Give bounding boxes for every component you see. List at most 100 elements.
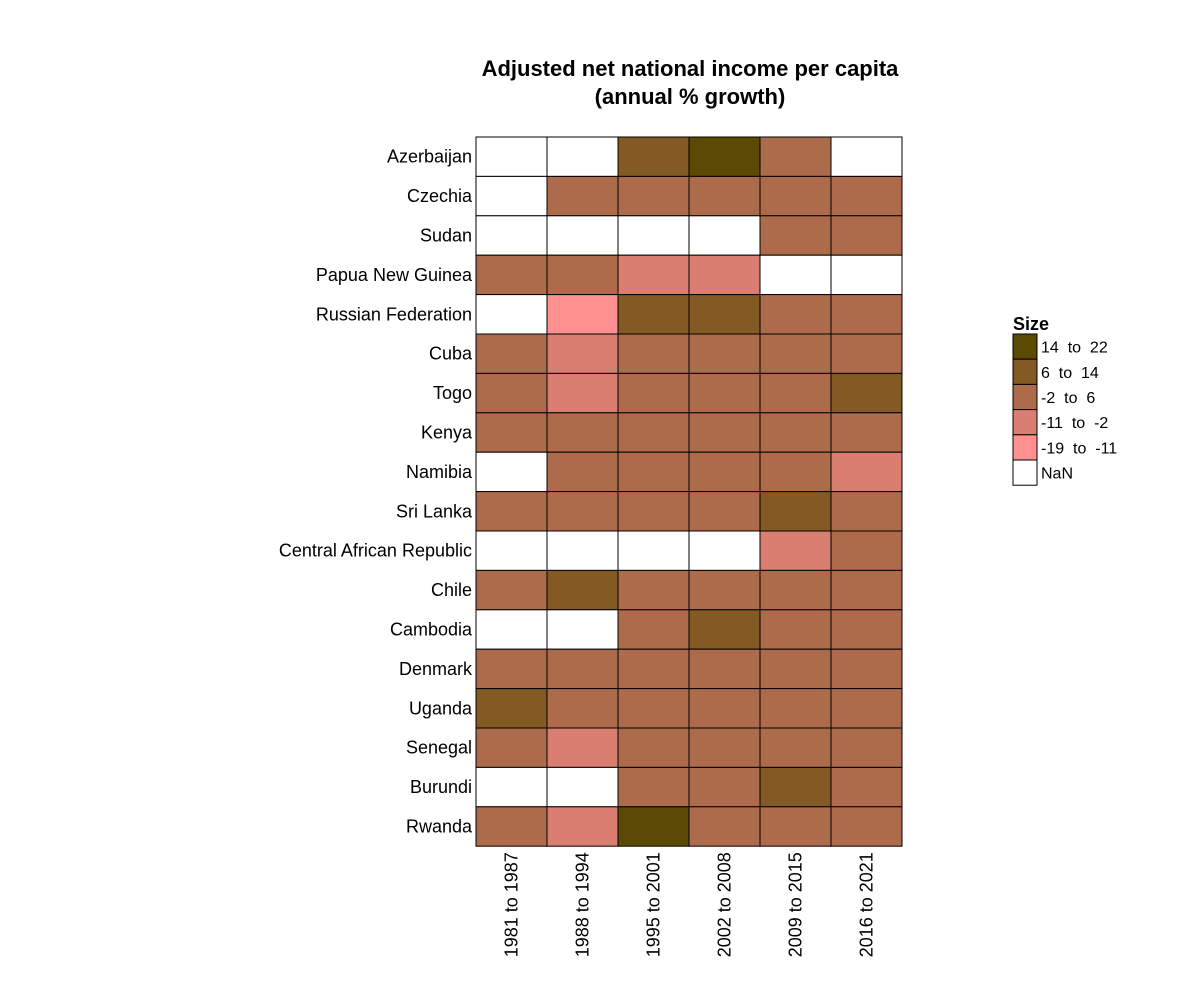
heatmap-cell	[546, 294, 619, 335]
heatmap-cell	[830, 136, 903, 177]
column-labels: 1981 to 1987 1988 to 1994 1995 to 2001 2002…	[502, 852, 877, 957]
legend-label: 14 to 22	[1041, 340, 1108, 357]
heatmap-cell	[475, 215, 548, 256]
heatmap-cell	[830, 569, 903, 611]
heatmap-cell	[830, 333, 903, 374]
row-label: Rwanda	[406, 817, 473, 837]
heatmap-cell	[759, 766, 832, 808]
column-label: 2002 to 2008	[715, 852, 735, 957]
row-label: Denmark	[399, 659, 473, 679]
heatmap-cell	[759, 412, 832, 453]
heatmap-cell	[759, 727, 832, 768]
heatmap-cell	[475, 648, 548, 690]
heatmap-cell	[688, 491, 761, 532]
legend-label: NaN	[1041, 466, 1073, 483]
heatmap-cell	[830, 806, 903, 847]
heatmap-cell	[830, 491, 903, 532]
heatmap-cell	[546, 175, 619, 217]
row-label: Burundi	[410, 777, 472, 797]
heatmap-cell	[688, 688, 761, 729]
heatmap-cell	[759, 372, 832, 414]
column-label: 1988 to 1994	[573, 852, 593, 957]
heatmap-cell	[546, 412, 619, 453]
heatmap-cell	[475, 727, 548, 768]
heatmap-cell	[830, 727, 903, 768]
legend: Size 14 to 22 6 to 14 -2 to 6 -11 to -2 -19 …	[1012, 314, 1117, 486]
heatmap-cell	[475, 530, 548, 571]
row-label: Namibia	[406, 462, 473, 482]
heatmap-cell	[688, 806, 761, 847]
heatmap-cell	[475, 372, 548, 414]
heatmap-cell	[830, 254, 903, 296]
legend-swatch	[1012, 333, 1038, 360]
heatmap-cell	[759, 806, 832, 847]
chart-title-line-1: Adjusted net national income per capita	[482, 56, 900, 81]
heatmap-cell	[617, 333, 690, 374]
row-label: Chile	[431, 580, 472, 600]
heatmap-cell	[546, 254, 619, 296]
heatmap-cell	[546, 569, 619, 611]
column-label: 1981 to 1987	[502, 852, 522, 957]
heatmap-cell	[475, 451, 548, 493]
heatmap-cell	[475, 491, 548, 532]
legend-swatch	[1012, 358, 1038, 385]
heatmap-cell	[617, 372, 690, 414]
heatmap-cell	[688, 254, 761, 296]
heatmap-cell	[688, 569, 761, 611]
heatmap-cell	[617, 491, 690, 532]
heatmap-cell	[759, 215, 832, 256]
heatmap-cell	[546, 648, 619, 690]
heatmap-cell	[830, 451, 903, 493]
row-label: Cambodia	[390, 620, 473, 640]
row-label: Sri Lanka	[396, 501, 473, 521]
row-label: Czechia	[407, 186, 473, 206]
heatmap-cell	[546, 215, 619, 256]
heatmap-cell	[688, 294, 761, 335]
heatmap-cell	[475, 806, 548, 847]
heatmap-cell	[617, 727, 690, 768]
heatmap-cells	[475, 136, 903, 847]
heatmap-cell	[617, 648, 690, 690]
heatmap-cell	[759, 294, 832, 335]
heatmap-cell	[617, 136, 690, 177]
heatmap-cell	[688, 333, 761, 374]
row-label: Azerbaijan	[387, 147, 472, 167]
legend-swatch	[1012, 459, 1038, 486]
heatmap-cell	[617, 766, 690, 808]
heatmap-cell	[830, 766, 903, 808]
heatmap-cell	[617, 294, 690, 335]
heatmap-cell	[475, 333, 548, 374]
column-label: 2009 to 2015	[786, 852, 806, 957]
heatmap-cell	[546, 766, 619, 808]
heatmap-cell	[475, 609, 548, 650]
heatmap-cell	[830, 175, 903, 217]
legend-label: -2 to 6	[1041, 390, 1095, 407]
heatmap-cell	[546, 806, 619, 847]
row-labels: Azerbaijan Czechia Sudan Papua New Guinea Ru…	[279, 147, 473, 837]
heatmap-cell	[759, 491, 832, 532]
heatmap-cell	[617, 451, 690, 493]
heatmap-cell	[546, 491, 619, 532]
legend-swatch	[1012, 409, 1038, 436]
legend-label: -11 to -2	[1041, 415, 1108, 432]
heatmap-cell	[830, 609, 903, 650]
row-label: Sudan	[420, 226, 472, 246]
row-label: Cuba	[429, 344, 473, 364]
heatmap-cell	[617, 175, 690, 217]
heatmap-cell	[830, 294, 903, 335]
heatmap-cell	[688, 609, 761, 650]
heatmap-cell	[546, 333, 619, 374]
heatmap-cell	[617, 254, 690, 296]
heatmap-cell	[475, 688, 548, 729]
heatmap-cell	[688, 727, 761, 768]
heatmap-cell	[617, 215, 690, 256]
heatmap-cell	[688, 530, 761, 571]
row-label: Russian Federation	[316, 304, 472, 324]
heatmap-cell	[475, 412, 548, 453]
heatmap-cell	[617, 609, 690, 650]
heatmap-cell	[546, 609, 619, 650]
heatmap-cell	[759, 254, 832, 296]
heatmap-cell	[688, 215, 761, 256]
legend-label: -19 to -11	[1041, 440, 1117, 457]
